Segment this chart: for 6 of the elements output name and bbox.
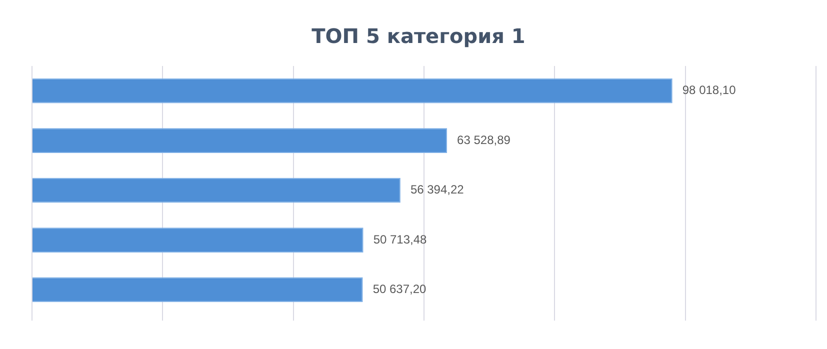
data-label: 63 528,89: [457, 132, 511, 147]
data-label: 50 637,20: [372, 282, 427, 296]
data-label: 50 713,48: [373, 232, 428, 246]
data-label: 56 394,22: [410, 182, 464, 197]
data-label: 98 018,10: [682, 83, 736, 98]
chart-title: ТОП 5 категория 1: [312, 24, 526, 48]
